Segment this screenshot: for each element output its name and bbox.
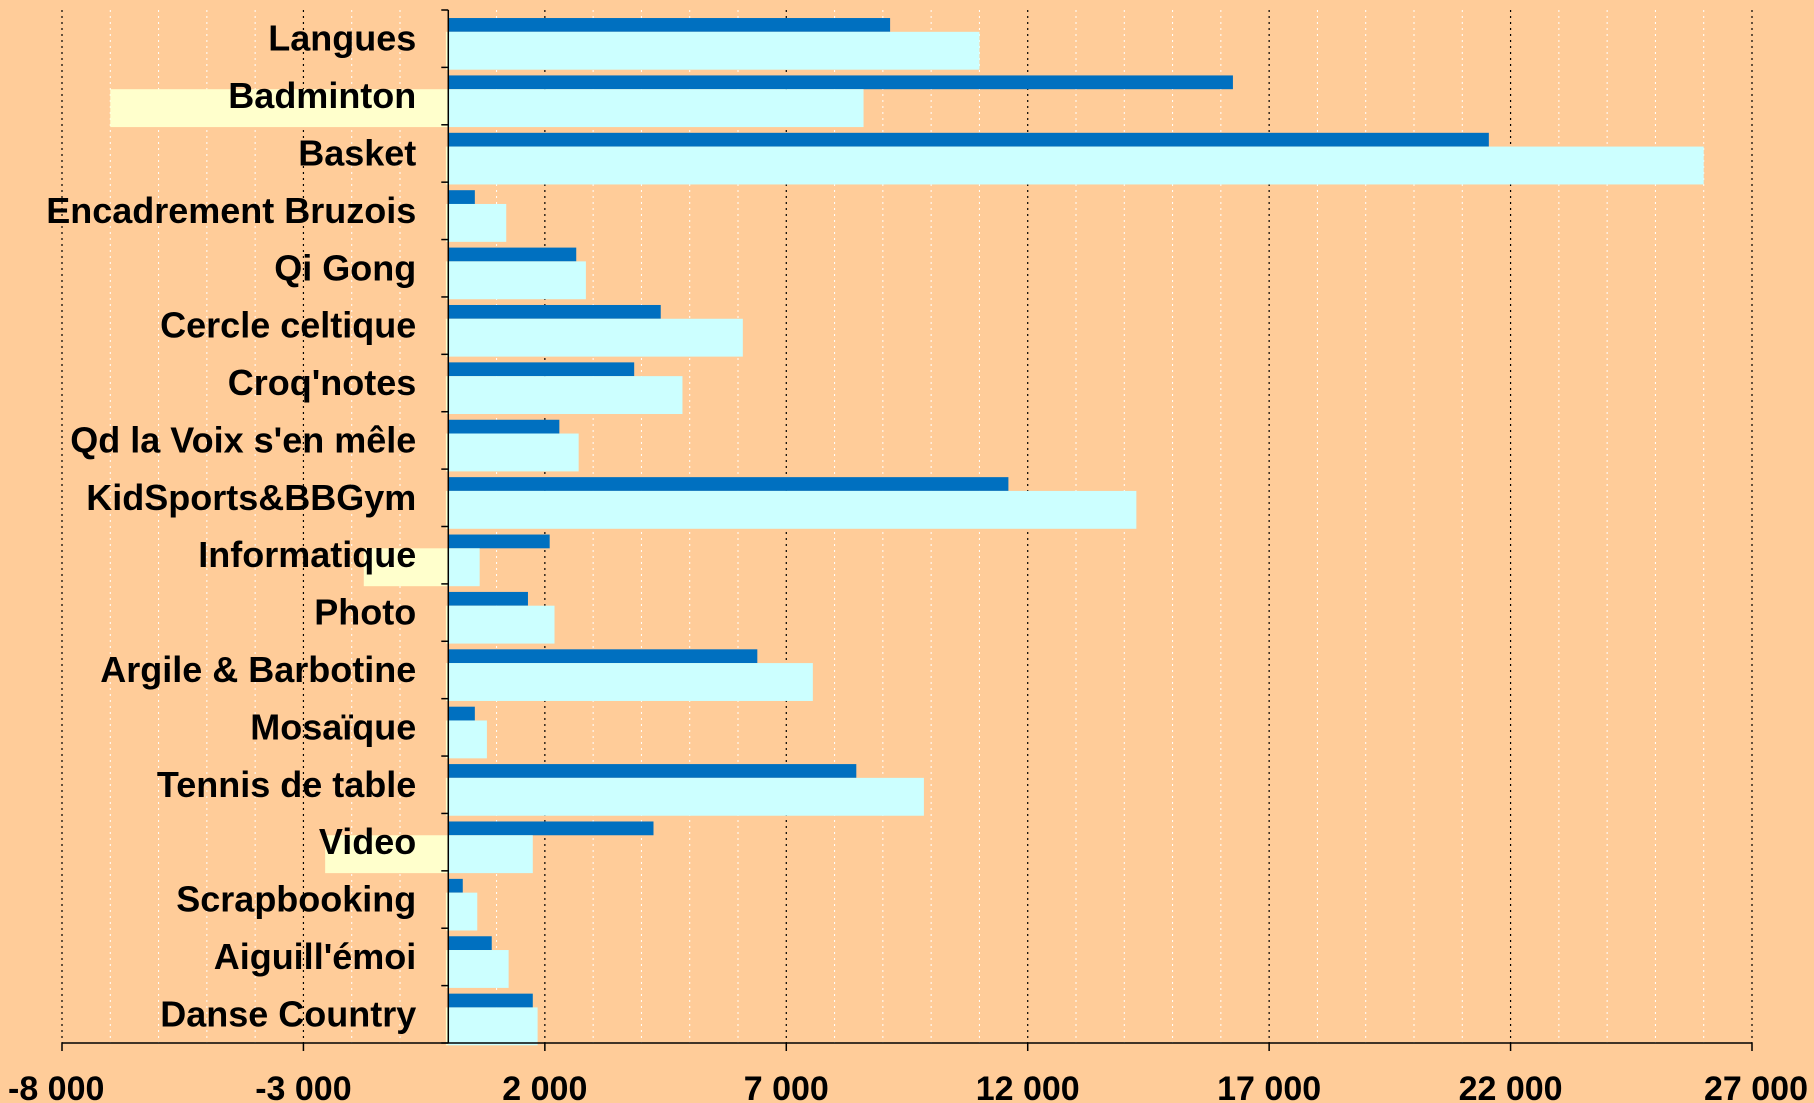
bar-series-3 <box>445 261 449 300</box>
bar-series-2 <box>448 203 507 242</box>
bar-series-1 <box>448 477 1009 491</box>
bar-series-3 <box>445 1007 449 1046</box>
bar-series-3 <box>445 318 449 357</box>
bar-series-3 <box>325 835 449 874</box>
category-label: Photo <box>314 592 416 633</box>
category-label: Video <box>319 821 416 862</box>
bar-series-2 <box>448 318 743 357</box>
bar-series-1 <box>448 878 463 893</box>
bar-series-2 <box>448 835 533 874</box>
bar-series-2 <box>448 663 813 701</box>
bar-series-1 <box>448 362 635 377</box>
x-tick-label: 7 000 <box>744 1070 829 1103</box>
category-label: Aiguill'émoi <box>214 936 417 977</box>
x-tick-label: 17 000 <box>1217 1070 1321 1103</box>
bar-series-2 <box>448 950 509 988</box>
bar-series-1 <box>448 247 577 262</box>
bar-series-1 <box>448 534 550 549</box>
bar-series-1 <box>448 649 758 664</box>
category-label: Tennis de table <box>157 764 416 805</box>
bar-series-2 <box>448 261 586 300</box>
bar-series-1 <box>448 132 1489 147</box>
bar-series-3 <box>445 950 449 988</box>
bar-series-3 <box>445 31 449 70</box>
category-label: Argile & Barbotine <box>100 649 416 690</box>
bar-series-2 <box>448 777 924 816</box>
bar-series-2 <box>448 490 1137 529</box>
category-label: Croq'notes <box>228 362 417 403</box>
bar-series-1 <box>448 304 661 319</box>
bar-series-2 <box>448 89 864 128</box>
bar-series-2 <box>448 605 555 644</box>
bar-series-3 <box>445 203 449 242</box>
x-tick-label: -3 000 <box>255 1070 351 1103</box>
x-tick-label: 27 000 <box>1704 1070 1808 1103</box>
bar-series-1 <box>448 18 891 32</box>
category-label: Basket <box>298 132 416 173</box>
category-label: Cercle celtique <box>160 305 416 346</box>
bar-series-3 <box>363 548 449 587</box>
category-label: Langues <box>268 18 416 59</box>
bar-series-1 <box>448 993 533 1008</box>
bar-series-3 <box>445 376 449 415</box>
x-tick-label: -8 000 <box>8 1070 104 1103</box>
x-tick-label: 2 000 <box>502 1070 587 1103</box>
bar-series-1 <box>448 764 857 778</box>
category-label: KidSports&BBGym <box>86 477 416 518</box>
bar-series-3 <box>445 146 449 185</box>
bar-series-1 <box>448 190 475 204</box>
bar-series-3 <box>445 892 449 931</box>
x-tick-label: 12 000 <box>976 1070 1080 1103</box>
bar-series-3 <box>445 720 449 759</box>
bar-series-2 <box>448 376 683 415</box>
category-label: Qd la Voix s'en mêle <box>70 419 416 460</box>
bar-series-1 <box>448 591 528 606</box>
bar-series-3 <box>110 89 449 128</box>
category-label: Scrapbooking <box>176 879 416 920</box>
bar-series-1 <box>448 75 1233 90</box>
category-label: Qi Gong <box>274 247 416 288</box>
bar-series-2 <box>448 720 487 759</box>
category-label: Mosaïque <box>250 706 416 747</box>
bar-series-2 <box>448 146 1704 185</box>
bar-series-2 <box>448 31 980 70</box>
bar-series-3 <box>445 777 449 816</box>
bar-series-2 <box>448 548 480 587</box>
x-tick-label: 22 000 <box>1459 1070 1563 1103</box>
bar-series-2 <box>448 892 478 931</box>
bar-series-3 <box>445 490 449 529</box>
bar-series-3 <box>445 663 449 701</box>
bar-series-2 <box>448 1007 538 1046</box>
bar-series-1 <box>448 821 654 836</box>
bar-series-1 <box>448 936 492 951</box>
category-label: Encadrement Bruzois <box>46 190 416 231</box>
bar-series-3 <box>445 605 449 644</box>
bar-series-2 <box>448 433 579 472</box>
bar-series-1 <box>448 706 475 721</box>
category-label: Danse Country <box>160 993 416 1034</box>
category-label: Informatique <box>198 534 416 575</box>
bar-series-3 <box>445 433 449 472</box>
category-label: Badminton <box>228 75 416 116</box>
bar-series-1 <box>448 419 560 434</box>
